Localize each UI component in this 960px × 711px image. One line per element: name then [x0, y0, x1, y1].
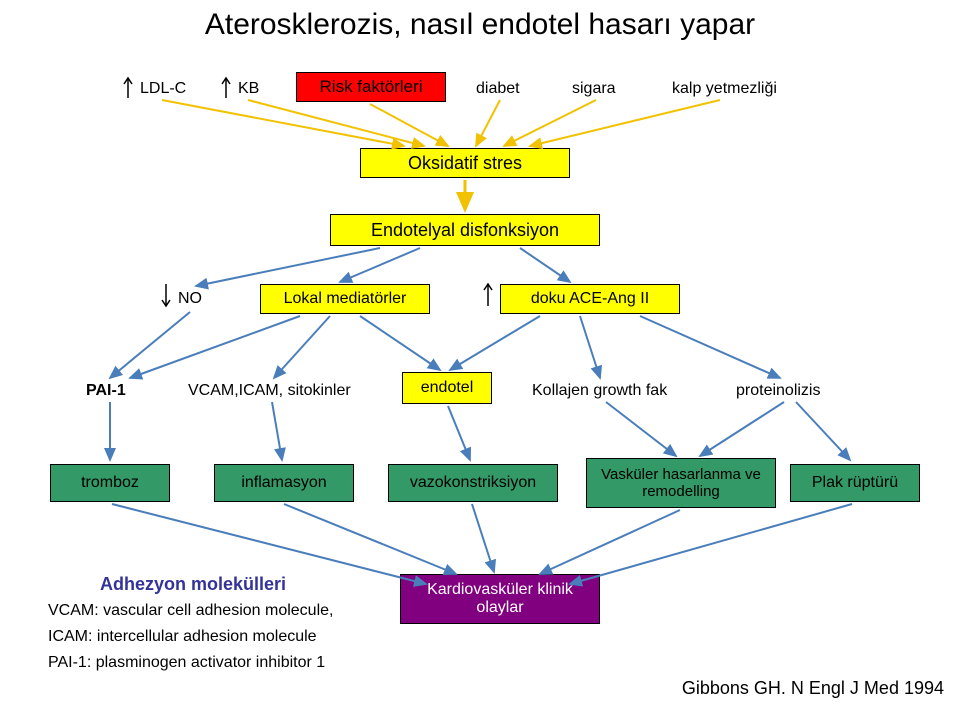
label-kollajen: Kollajen growth fak [532, 382, 667, 400]
citation: Gibbons GH. N Engl J Med 1994 [682, 678, 944, 699]
label-protein: proteinolizis [736, 382, 820, 400]
label-no: NO [178, 290, 202, 308]
legend-line-2: ICAM: intercellular adhesion molecule [48, 628, 317, 646]
box-vaskuler: Vasküler hasarlanma ve remodelling [586, 458, 776, 508]
box-endotelyal: Endotelyal disfonksiyon [330, 214, 600, 246]
box-oksidatif: Oksidatif stres [360, 148, 570, 178]
label-diabet: diabet [476, 80, 520, 98]
legend-line-1: VCAM: vascular cell adhesion molecule, [48, 602, 333, 620]
label-kb: KB [238, 80, 259, 98]
legend-title: Adhezyon molekülleri [100, 574, 286, 595]
diagram-title: Aterosklerozis, nasıl endotel hasarı yap… [0, 8, 960, 42]
label-vcam: VCAM,ICAM, sitokinler [188, 382, 351, 400]
label-ldl: LDL-C [140, 80, 186, 98]
label-sigara: sigara [572, 80, 616, 98]
box-inflamasyon: inflamasyon [214, 464, 354, 502]
box-risk: Risk faktörleri [296, 72, 446, 102]
box-doku: doku ACE-Ang II [500, 284, 680, 314]
label-kalp: kalp yetmezliği [672, 80, 777, 98]
box-plak: Plak rüptürü [790, 464, 920, 502]
box-tromboz: tromboz [50, 464, 170, 502]
legend-line-3: PAI-1: plasminogen activator inhibitor 1 [48, 654, 325, 672]
box-vazokon: vazokonstriksiyon [388, 464, 558, 502]
box-endotel: endotel [402, 372, 492, 404]
box-lokal: Lokal mediatörler [260, 284, 430, 314]
box-kardiyo: Kardiovasküler klinik olaylar [400, 574, 600, 624]
label-pai1: PAI-1 [86, 382, 126, 400]
